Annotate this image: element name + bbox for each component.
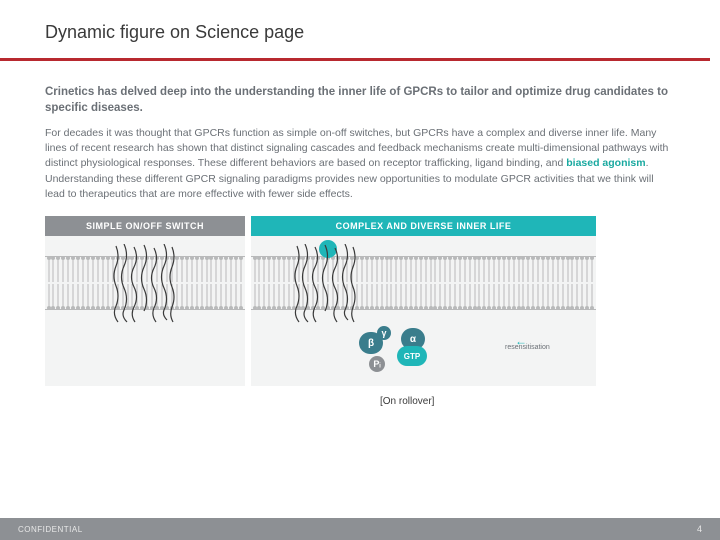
slide: Dynamic figure on Science page Crinetics… bbox=[0, 0, 720, 540]
title-rule bbox=[0, 58, 710, 61]
gtp-label: GTP bbox=[397, 346, 427, 366]
page-number: 4 bbox=[697, 524, 702, 534]
rollover-caption: [On rollover] bbox=[380, 396, 675, 407]
panel-b-header: COMPLEX AND DIVERSE INNER LIFE bbox=[251, 216, 596, 236]
g-beta-subunit: β bbox=[359, 332, 383, 354]
content-area: Crinetics has delved deep into the under… bbox=[45, 85, 675, 407]
g-protein-complex: γ β α GTP Pᵢ bbox=[359, 326, 469, 376]
receptor-b bbox=[291, 244, 361, 324]
slide-title: Dynamic figure on Science page bbox=[45, 22, 675, 43]
receptor-a bbox=[110, 244, 180, 324]
gpcr-icon bbox=[291, 244, 361, 324]
figure-panels: SIMPLE ON/OFF SWITCH bbox=[45, 216, 675, 386]
confidential-label: CONFIDENTIAL bbox=[18, 525, 83, 534]
panel-a-header: SIMPLE ON/OFF SWITCH bbox=[45, 216, 245, 236]
resensitisation-label: resensitisation bbox=[505, 344, 550, 351]
footer-bar: CONFIDENTIAL 4 bbox=[0, 518, 720, 540]
body-paragraph: For decades it was thought that GPCRs fu… bbox=[45, 126, 675, 202]
panel-simple-switch: SIMPLE ON/OFF SWITCH bbox=[45, 216, 245, 386]
lead-paragraph: Crinetics has delved deep into the under… bbox=[45, 85, 675, 116]
pi-label: Pᵢ bbox=[369, 356, 385, 372]
gpcr-icon bbox=[110, 244, 180, 324]
panel-complex-life[interactable]: COMPLEX AND DIVERSE INNER LIFE bbox=[251, 216, 596, 386]
biased-agonism-em: biased agonism bbox=[566, 157, 645, 169]
